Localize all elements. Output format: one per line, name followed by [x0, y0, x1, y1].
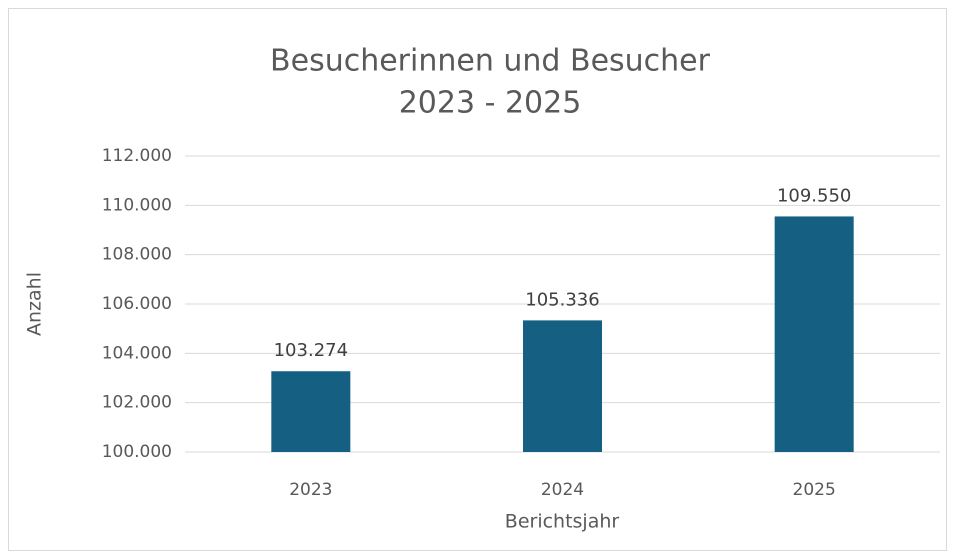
y-axis-title: Anzahl: [24, 272, 46, 336]
bar: [774, 216, 854, 452]
x-axis-title: Berichtsjahr: [505, 511, 620, 533]
x-tick-label: 2023: [289, 480, 332, 500]
y-tick-label: 100.000: [102, 442, 172, 462]
data-label: 103.274: [274, 340, 348, 361]
bar: [522, 320, 603, 452]
y-tick-label: 104.000: [102, 343, 172, 363]
bar: [271, 371, 351, 452]
y-tick-label: 110.000: [102, 195, 172, 215]
chart-subtitle: 2023 - 2025: [399, 86, 582, 121]
y-tick-label: 108.000: [102, 245, 172, 265]
y-tick-label: 106.000: [102, 294, 172, 314]
x-tick-label: 2025: [793, 480, 836, 500]
data-label: 105.336: [525, 289, 599, 310]
y-tick-label: 102.000: [102, 393, 172, 413]
x-tick-label: 2024: [541, 480, 584, 500]
chart-title: Besucherinnen und Besucher: [270, 44, 711, 79]
y-tick-label: 112.000: [102, 146, 172, 166]
data-label: 109.550: [777, 185, 851, 206]
